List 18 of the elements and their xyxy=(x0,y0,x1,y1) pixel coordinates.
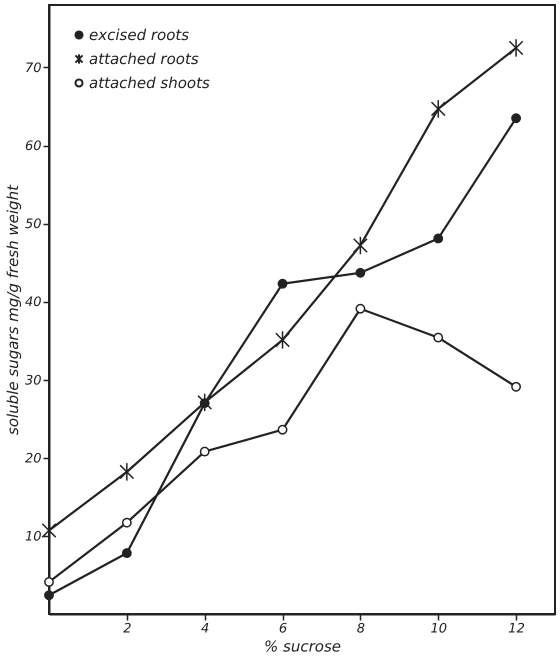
y-tick-label: 70 xyxy=(24,60,42,76)
y-tick-label: 40 xyxy=(24,295,42,310)
legend-label: excised roots xyxy=(89,26,190,44)
x-axis-title: % sucrose xyxy=(264,638,341,656)
x-tick-label: 2 xyxy=(123,622,132,636)
y-tick-label: 60 xyxy=(24,139,42,154)
y-tick-label: 10 xyxy=(24,529,42,544)
x-tick-label: 6 xyxy=(278,622,288,636)
x-tick-label: 10 xyxy=(430,622,448,636)
x-tick-label: 8 xyxy=(356,622,366,636)
y-tick-label: 20 xyxy=(24,451,42,466)
legend-label: attached roots xyxy=(89,50,199,68)
y-axis-title: soluble sugars mg/g fresh weight xyxy=(4,184,22,435)
x-tick-label: 4 xyxy=(201,622,210,636)
x-tick-label: 12 xyxy=(508,622,525,636)
y-tick-label: 50 xyxy=(24,217,42,232)
y-tick-label: 30 xyxy=(24,373,42,388)
legend-label: attached shoots xyxy=(89,74,210,92)
